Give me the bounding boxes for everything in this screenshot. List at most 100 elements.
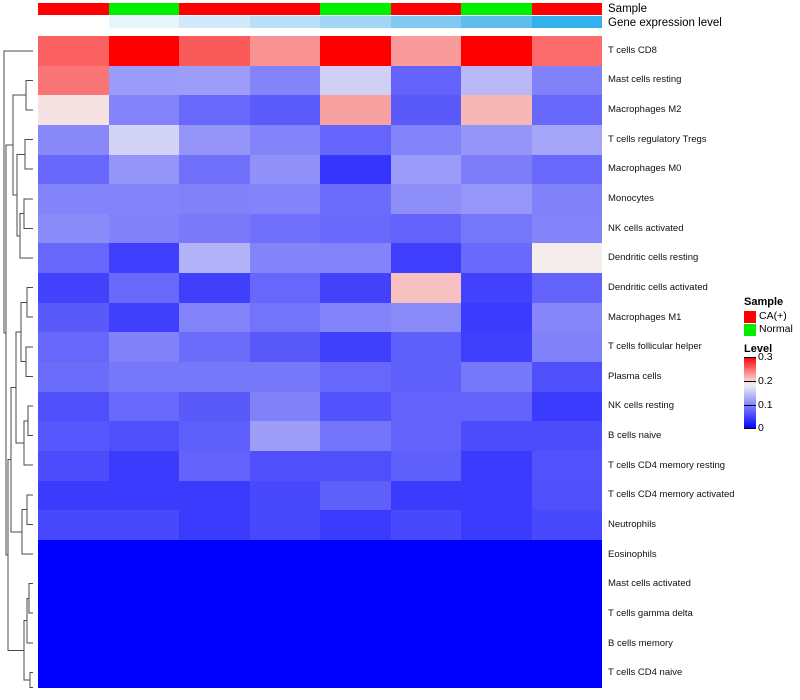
heatmap-cell [179,391,250,422]
row-label: T cells CD8 [608,44,657,56]
heatmap-cell [531,65,602,96]
row-label: Dendritic cells resting [608,252,699,264]
heatmap-cell [320,154,391,185]
heatmap-cell [390,243,461,274]
heatmap-cell [390,332,461,362]
legend-tick-label: 0.3 [758,350,773,363]
heatmap-cell [320,480,391,511]
heatmap-cell [108,154,179,185]
heatmap-cell [179,273,250,303]
heatmap-cell [179,124,250,155]
heatmap-cell [249,569,320,600]
heatmap-cell [461,65,532,96]
row-label: Mast cells activated [608,578,691,590]
heatmap-cell [531,36,602,66]
heatmap-cell [179,65,250,96]
heatmap-cell [461,539,532,570]
heatmap-cell [108,480,179,511]
heatmap-cell [531,539,602,570]
heatmap-cell [108,332,179,362]
heatmap-cell [390,65,461,96]
heatmap-cell [179,599,250,629]
legend-sample-item-ca: CA(+) [744,310,800,323]
heatmap-cell [179,154,250,185]
heatmap-cell [38,124,109,155]
heatmap-cell [531,302,602,333]
gene-expression-annotation-cell [461,16,532,28]
heatmap-cell [461,154,532,185]
heatmap-cell [249,599,320,629]
legend-tick-label: 0.2 [758,374,773,387]
gene-expression-annotation-cell [390,16,461,28]
heatmap-cell [531,421,602,451]
row-label: Eosinophils [608,548,657,560]
row-label: B cells naive [608,430,662,442]
row-label: Macrophages M0 [608,163,682,175]
heatmap-cell [179,450,250,481]
heatmap-cell [179,302,250,333]
row-label: Dendritic cells activated [608,281,708,293]
heatmap-cell [320,65,391,96]
heatmap-cell [38,36,109,66]
heatmap-cell [320,332,391,362]
heatmap-cell [531,628,602,659]
heatmap-cell [531,362,602,392]
heatmap-cell [531,243,602,274]
heatmap-cell [461,213,532,244]
heatmap-cell [320,184,391,214]
heatmap-cell [461,184,532,214]
heatmap-cell [179,213,250,244]
heatmap-cell [108,213,179,244]
gene-expression-annotation-cell [320,16,391,28]
heatmap-cell [531,391,602,422]
heatmap-cell [390,510,461,540]
heatmap-cell [249,421,320,451]
heatmap-cell [38,599,109,629]
heatmap-cell [531,332,602,362]
heatmap-cell [531,273,602,303]
heatmap-cell [390,362,461,392]
heatmap-cell [320,273,391,303]
heatmap-cell [108,450,179,481]
heatmap-cell [249,480,320,511]
heatmap-cell [108,658,179,688]
gene-expression-annotation-label: Gene expression level [608,17,722,29]
legend-sample-item-normal: Normal [744,323,800,336]
heatmap-cell [249,628,320,659]
heatmap-cell [461,273,532,303]
heatmap-cell [108,599,179,629]
heatmap-cell [108,421,179,451]
heatmap-cell [461,599,532,629]
heatmap-cell [179,628,250,659]
heatmap-cell [108,302,179,333]
sample-annotation-cell [390,3,461,15]
heatmap-cell [390,184,461,214]
heatmap-cell [461,628,532,659]
heatmap-cell [249,273,320,303]
heatmap-cell [531,599,602,629]
gene-expression-annotation-cell [108,16,179,28]
sample-annotation-cell [531,3,602,15]
heatmap-cell [461,124,532,155]
heatmap-cell [249,450,320,481]
heatmap-cell [390,36,461,66]
heatmap-cell [38,658,109,688]
legend-swatch-ca [744,310,756,323]
legend-level-title: Level [744,343,773,356]
heatmap-cell [531,450,602,481]
legend-tick-mark [744,405,756,407]
heatmap-cell [461,332,532,362]
heatmap-cell [461,243,532,274]
heatmap-cell [320,450,391,481]
sample-annotation-cell [38,3,109,15]
sample-annotation-cell [179,3,250,15]
heatmap-cell [390,450,461,481]
heatmap-cell [179,243,250,274]
heatmap-cell [461,480,532,511]
heatmap-cell [38,213,109,244]
sample-annotation-bar [38,3,602,15]
heatmap-cell [390,154,461,185]
heatmap-cell [249,36,320,66]
heatmap-cell [461,450,532,481]
heatmap-cell [179,184,250,214]
